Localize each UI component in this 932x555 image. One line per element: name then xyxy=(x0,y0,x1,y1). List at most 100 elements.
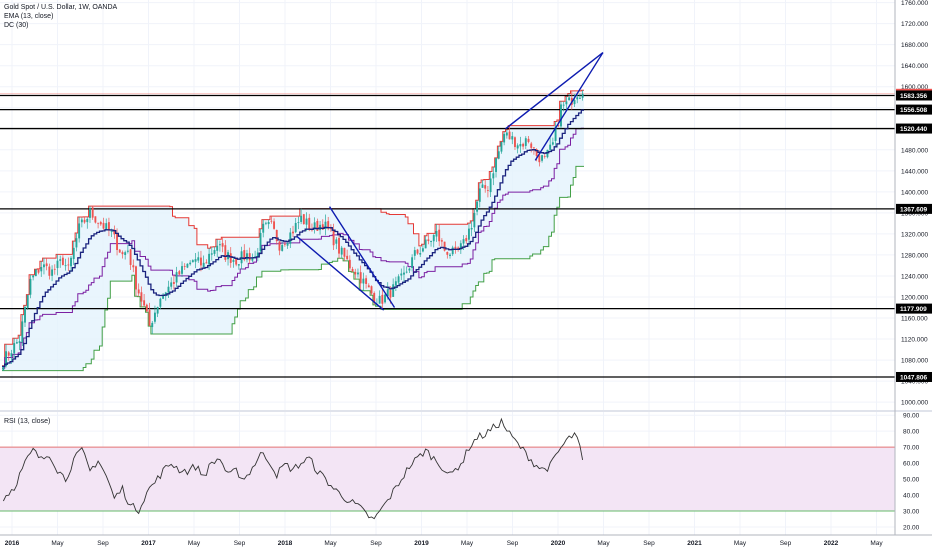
candle[interactable] xyxy=(89,206,91,223)
candle[interactable] xyxy=(524,136,527,150)
candle[interactable] xyxy=(248,247,251,265)
candle[interactable] xyxy=(351,266,354,273)
candle[interactable] xyxy=(64,258,67,271)
candle[interactable] xyxy=(124,250,127,260)
candle[interactable] xyxy=(357,268,359,278)
candle[interactable] xyxy=(470,220,473,237)
candle[interactable] xyxy=(405,266,408,274)
candle[interactable] xyxy=(175,266,178,287)
candle[interactable] xyxy=(338,233,340,259)
candle[interactable] xyxy=(178,269,181,276)
candle[interactable] xyxy=(362,272,365,291)
candle[interactable] xyxy=(67,257,70,272)
candle[interactable] xyxy=(32,275,35,281)
candle[interactable] xyxy=(208,248,211,270)
candle[interactable] xyxy=(562,101,565,112)
candle[interactable] xyxy=(113,225,116,239)
candle[interactable] xyxy=(283,241,286,247)
candle[interactable] xyxy=(514,136,516,150)
price-axis[interactable]: 1760.000 1720.000 1680.000 1640.000 1600.000… xyxy=(894,0,932,535)
candle[interactable] xyxy=(421,244,424,253)
candle[interactable] xyxy=(194,252,197,269)
candle[interactable] xyxy=(348,255,351,272)
candle[interactable] xyxy=(216,239,219,258)
candle[interactable] xyxy=(164,291,167,301)
candle[interactable] xyxy=(86,217,89,229)
candle[interactable] xyxy=(26,294,29,310)
candle[interactable] xyxy=(446,251,449,259)
candle[interactable] xyxy=(497,146,500,160)
candle[interactable] xyxy=(551,137,554,146)
candle[interactable] xyxy=(486,185,489,198)
candle[interactable] xyxy=(181,261,183,277)
candle[interactable] xyxy=(541,154,543,163)
candle[interactable] xyxy=(210,247,213,261)
candle[interactable] xyxy=(256,247,259,262)
wedge-upper[interactable] xyxy=(505,52,604,130)
candle[interactable] xyxy=(359,265,362,291)
candle[interactable] xyxy=(43,258,45,275)
candle[interactable] xyxy=(476,200,479,216)
candle[interactable] xyxy=(143,293,146,307)
candle[interactable] xyxy=(18,335,21,351)
candle[interactable] xyxy=(197,251,200,263)
candle[interactable] xyxy=(70,256,72,273)
candle[interactable] xyxy=(153,305,156,324)
candle[interactable] xyxy=(189,260,192,266)
candle[interactable] xyxy=(435,224,438,242)
candle[interactable] xyxy=(237,264,240,270)
candle[interactable] xyxy=(519,136,522,153)
candle[interactable] xyxy=(129,249,132,271)
candle[interactable] xyxy=(367,283,370,288)
candle[interactable] xyxy=(332,223,335,251)
level-price-tag[interactable]: 1047.806 xyxy=(896,371,932,382)
candle[interactable] xyxy=(543,153,546,159)
candle[interactable] xyxy=(51,265,54,282)
candle[interactable] xyxy=(484,179,487,193)
candle[interactable] xyxy=(267,219,270,229)
candle[interactable] xyxy=(286,241,289,249)
candle[interactable] xyxy=(413,246,416,260)
candle[interactable] xyxy=(313,217,316,234)
candle[interactable] xyxy=(7,350,10,361)
bear-channel-upper[interactable] xyxy=(328,206,396,308)
candle[interactable] xyxy=(578,93,581,99)
candle[interactable] xyxy=(72,241,75,265)
candle[interactable] xyxy=(235,258,238,267)
candle[interactable] xyxy=(403,265,405,282)
candle[interactable] xyxy=(202,255,205,269)
candle[interactable] xyxy=(159,297,162,310)
candle[interactable] xyxy=(59,255,62,268)
candle[interactable] xyxy=(340,245,343,258)
candle[interactable] xyxy=(300,208,303,225)
candle[interactable] xyxy=(45,258,48,271)
candle[interactable] xyxy=(305,212,308,232)
candle[interactable] xyxy=(489,171,492,197)
candle[interactable] xyxy=(56,254,59,276)
candle[interactable] xyxy=(132,259,135,273)
candle[interactable] xyxy=(505,129,508,139)
candle[interactable] xyxy=(411,254,414,272)
candle[interactable] xyxy=(121,250,124,259)
candle[interactable] xyxy=(549,137,552,151)
candle[interactable] xyxy=(156,306,159,318)
candle[interactable] xyxy=(40,261,43,277)
candle[interactable] xyxy=(167,280,170,298)
level-price-tag[interactable]: 1556.508 xyxy=(896,104,932,115)
candle[interactable] xyxy=(29,274,32,299)
candle[interactable] xyxy=(151,320,154,334)
candle[interactable] xyxy=(384,294,386,304)
candle[interactable] xyxy=(438,224,441,247)
candle[interactable] xyxy=(48,263,51,280)
candle[interactable] xyxy=(75,232,78,252)
candle[interactable] xyxy=(394,276,397,291)
candle[interactable] xyxy=(15,339,18,344)
candle[interactable] xyxy=(419,246,422,258)
candle[interactable] xyxy=(408,267,411,274)
candle[interactable] xyxy=(170,277,173,290)
candle[interactable] xyxy=(443,241,446,252)
candle[interactable] xyxy=(516,143,519,154)
candle[interactable] xyxy=(259,228,262,254)
candle[interactable] xyxy=(162,292,165,300)
candle[interactable] xyxy=(183,263,186,271)
